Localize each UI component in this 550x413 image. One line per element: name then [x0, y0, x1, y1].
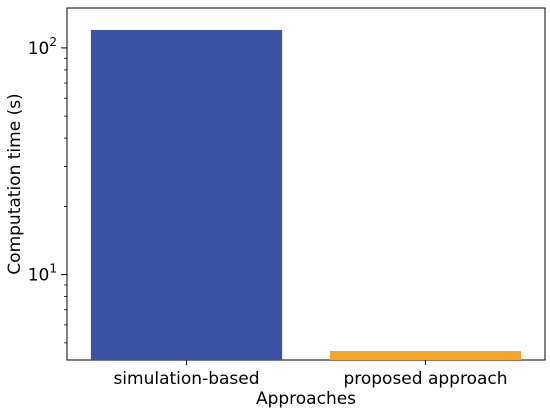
plot-area [66, 7, 546, 361]
y-tick-label: 101 [28, 262, 57, 286]
bar-0 [90, 29, 283, 360]
y-tick-label: 102 [28, 35, 57, 59]
y-axis-ticks: 101 102 [28, 35, 67, 344]
x-axis-label: Approaches [256, 389, 356, 409]
bars-group [90, 29, 522, 360]
x-axis-ticks: simulation-based proposed approach [113, 360, 508, 389]
x-tick-label: simulation-based [113, 369, 259, 389]
y-axis-label: Computation time (s) [5, 93, 25, 274]
bar-1 [329, 351, 522, 360]
x-tick-label: proposed approach [343, 369, 507, 389]
axes-frame [66, 7, 546, 361]
